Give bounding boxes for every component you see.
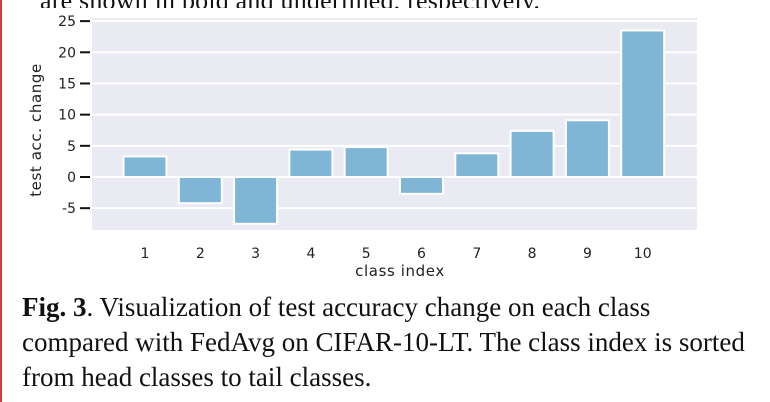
- y-tick-label: 20: [58, 45, 76, 61]
- bar-class-5: [343, 146, 389, 178]
- x-tick-label: 8: [528, 246, 537, 262]
- y-tick-label: 25: [58, 14, 76, 30]
- bar-class-4: [288, 148, 334, 179]
- chart-svg: -5 0 5 10 15 20 25 1 2 3 4 5 6 7 8 9 10: [58, 14, 697, 262]
- bar-class-8: [509, 129, 555, 179]
- x-tick-label: 6: [417, 246, 426, 262]
- x-tick-label: 1: [141, 246, 150, 262]
- x-tick-label: 2: [196, 246, 205, 262]
- x-tick-label: 9: [583, 246, 592, 262]
- x-axis-label: class index: [355, 262, 445, 280]
- margin-rule: [0, 0, 2, 402]
- bar-class-7: [454, 152, 500, 178]
- preceding-text-line: are shown in bold and underlined, respec…: [40, 0, 540, 8]
- bar-chart: test acc. change -5 0 5 10 15 20 25 1 2 3 4 5 6 7 8 9 1…: [24, 0, 697, 280]
- y-axis-label-wrap: test acc. change: [24, 0, 48, 260]
- x-tick-label: 5: [362, 246, 371, 262]
- y-tick-label: 5: [67, 139, 76, 155]
- y-tick-label: 10: [58, 108, 76, 124]
- x-tick-label: 10: [634, 246, 652, 262]
- y-tick-label: -5: [62, 201, 76, 217]
- figure-caption: Fig. 3. Visualization of test accuracy c…: [22, 290, 762, 395]
- x-tick-label: 3: [251, 246, 260, 262]
- bar-class-1: [122, 155, 168, 178]
- y-tick-label: 15: [58, 76, 76, 92]
- x-tick-label: 4: [306, 246, 315, 262]
- bar-class-10: [620, 29, 666, 179]
- y-axis-label: test acc. change: [27, 63, 46, 197]
- bar-class-3: [233, 176, 279, 225]
- caption-label: Fig. 3: [22, 292, 87, 322]
- bar-class-2: [177, 176, 223, 205]
- y-tick-label: 0: [67, 170, 76, 186]
- caption-text: . Visualization of test accuracy change …: [22, 292, 745, 392]
- bar-class-9: [564, 119, 610, 179]
- x-tick-label: 7: [472, 246, 481, 262]
- bar-class-6: [399, 176, 444, 195]
